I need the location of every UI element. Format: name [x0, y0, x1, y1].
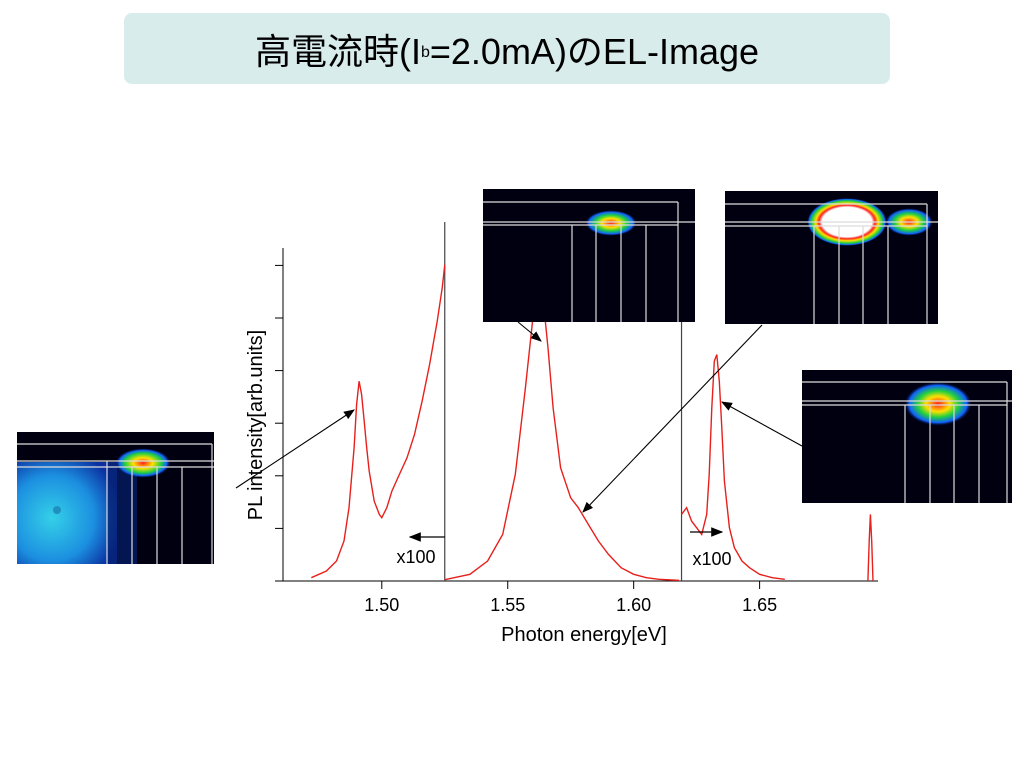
pointer-arrow [517, 321, 542, 342]
x-tick-label: 1.55 [490, 595, 525, 615]
scale-label: x100 [396, 547, 435, 567]
el-image-shoulder-1578 [725, 191, 938, 324]
el-image-peak-1490 [17, 432, 214, 564]
series-line [311, 264, 446, 579]
title-prefix: 高電流時(I [254, 30, 421, 72]
slide-title: 高電流時(I b =2.0mA)のEL-Image [124, 13, 890, 84]
series-line [444, 285, 680, 581]
pointer-arrow [235, 409, 355, 489]
series-line [867, 514, 874, 582]
spectrum-curves [311, 264, 874, 582]
el-image-peak-1562 [483, 189, 695, 322]
pointer-arrow [721, 401, 803, 447]
scale-label: x100 [692, 549, 731, 569]
x-axis-label: Photon energy[eV] [501, 624, 667, 646]
title-suffix: =2.0mA)のEL-Image [429, 30, 760, 72]
pointer-arrow [582, 324, 763, 513]
y-axis-label: PL intensity[arb.units] [245, 330, 267, 520]
x-tick-label: 1.65 [742, 595, 777, 615]
el-image-peak-1632 [802, 370, 1012, 503]
series-line [680, 354, 785, 580]
pointer-arrows: x100 x100 [235, 321, 803, 569]
x-tick-label: 1.50 [364, 595, 399, 615]
title-subscript: b [420, 43, 430, 61]
x-tick-label: 1.60 [616, 595, 651, 615]
